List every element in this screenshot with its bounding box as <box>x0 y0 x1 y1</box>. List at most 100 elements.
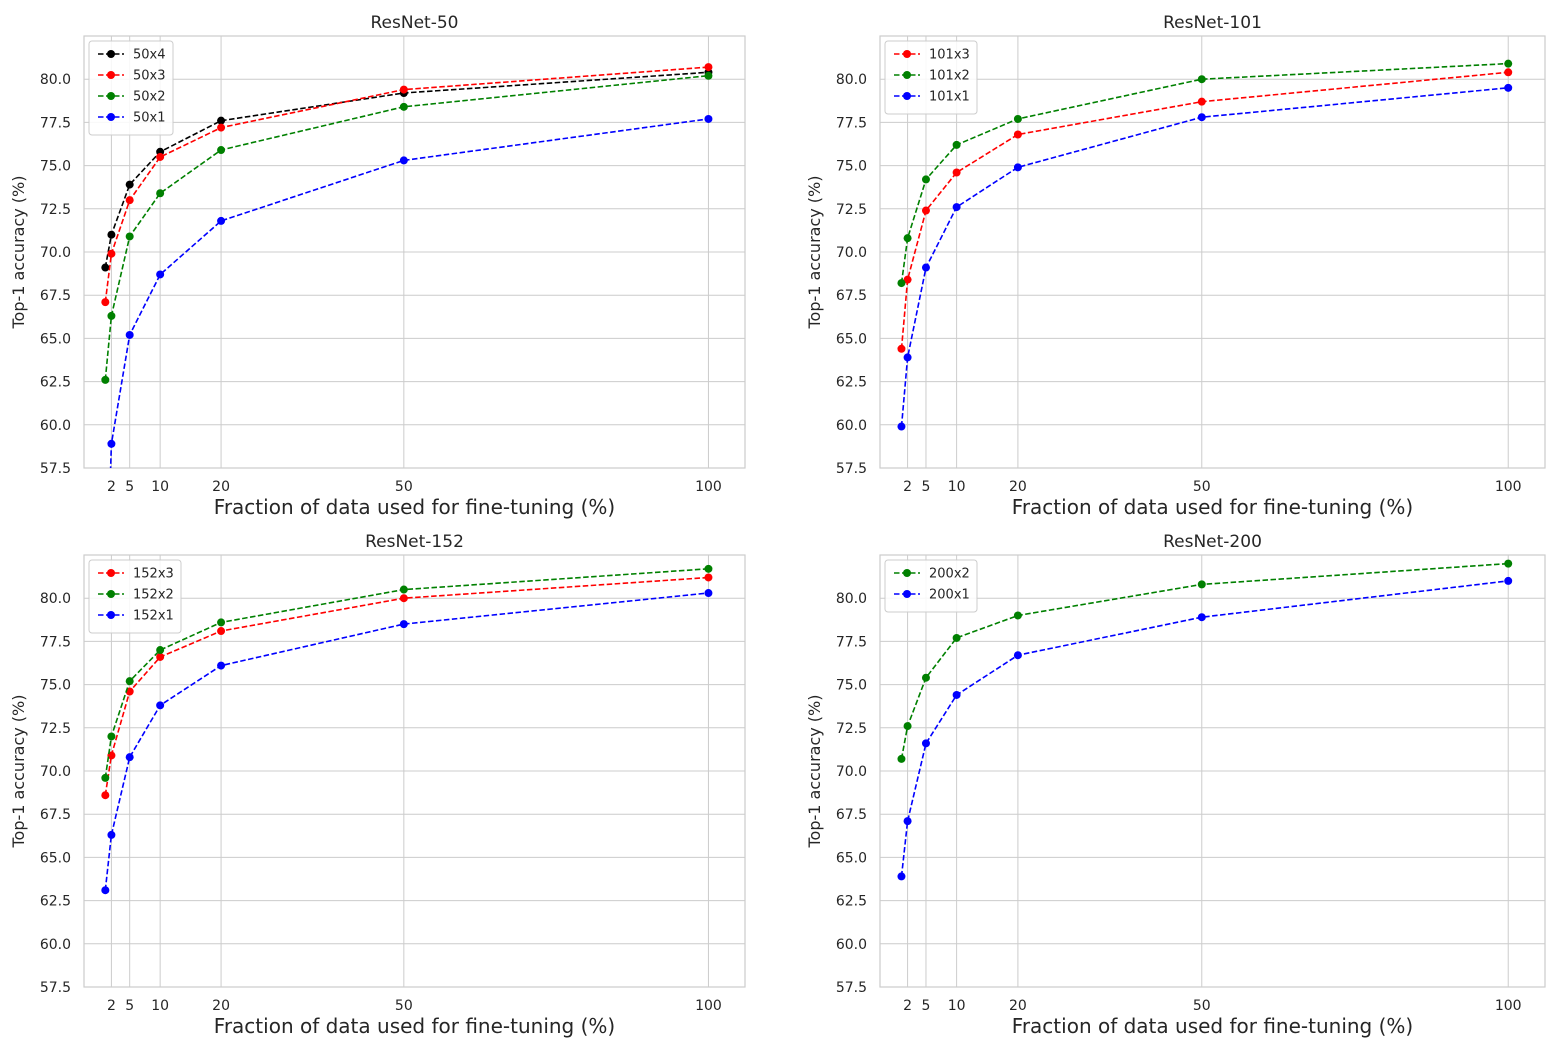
legend-box <box>88 40 174 136</box>
y-tick-label: 77.5 <box>836 115 867 131</box>
legend-marker-101x2 <box>903 71 911 79</box>
legend-marker-152x1 <box>107 611 115 619</box>
data-point-200x1 <box>897 872 906 881</box>
x-tick-label: 100 <box>695 479 722 495</box>
x-tick-label: 5 <box>922 998 931 1014</box>
chart-title: ResNet-152 <box>365 532 464 552</box>
data-point-101x2 <box>1013 114 1022 123</box>
data-point-101x2 <box>1197 75 1206 84</box>
legend-label-101x3: 101x3 <box>929 48 970 63</box>
data-point-101x3 <box>921 206 930 215</box>
legend-label-50x3: 50x3 <box>133 69 166 84</box>
x-axis-label: Fraction of data used for fine-tuning (%… <box>1012 495 1413 519</box>
data-point-152x1 <box>217 661 226 670</box>
y-tick-label: 70.0 <box>836 764 867 780</box>
y-tick-label: 75.0 <box>836 678 867 694</box>
data-point-101x3 <box>897 344 906 353</box>
y-tick-label: 72.5 <box>40 721 71 737</box>
legend-marker-152x3 <box>107 569 115 577</box>
data-point-101x2 <box>952 140 961 149</box>
data-point-50x3 <box>107 249 116 258</box>
data-point-101x1 <box>921 263 930 272</box>
legend-marker-200x1 <box>903 590 911 598</box>
x-tick-label: 20 <box>1009 479 1027 495</box>
y-tick-label: 75.0 <box>40 159 71 175</box>
legend-label-152x1: 152x1 <box>133 609 174 624</box>
data-point-50x1 <box>125 330 134 339</box>
x-tick-label: 2 <box>903 479 912 495</box>
y-tick-label: 70.0 <box>40 764 71 780</box>
x-tick-label: 10 <box>151 998 169 1014</box>
y-tick-label: 60.0 <box>836 937 867 953</box>
data-point-50x1 <box>156 270 165 279</box>
data-point-101x3 <box>1013 130 1022 139</box>
x-tick-label: 10 <box>948 479 966 495</box>
data-point-152x2 <box>217 618 226 627</box>
series-group <box>897 59 1513 431</box>
x-tick-label: 2 <box>107 479 116 495</box>
data-point-101x1 <box>897 422 906 431</box>
legend-label-50x2: 50x2 <box>133 90 166 105</box>
x-tick-label: 5 <box>922 479 931 495</box>
data-point-200x1 <box>921 739 930 748</box>
y-tick-label: 60.0 <box>40 937 71 953</box>
data-point-200x1 <box>1504 576 1513 585</box>
data-point-50x1 <box>107 439 116 448</box>
data-point-200x2 <box>903 722 912 731</box>
data-point-152x1 <box>107 830 116 839</box>
y-tick-label: 70.0 <box>40 245 71 261</box>
x-tick-label: 100 <box>695 998 722 1014</box>
y-tick-label: 65.0 <box>836 331 867 347</box>
data-point-50x4 <box>101 263 110 272</box>
axes-frame <box>83 35 746 469</box>
y-tick-label: 80.0 <box>40 72 71 88</box>
y-tick-label: 67.5 <box>836 807 867 823</box>
y-tick-label: 80.0 <box>836 591 867 607</box>
legend-marker-50x1 <box>107 113 115 121</box>
chart-title: ResNet-200 <box>1163 532 1262 552</box>
legend-marker-101x1 <box>903 92 911 100</box>
data-point-152x1 <box>101 886 110 895</box>
x-tick-label: 20 <box>212 479 230 495</box>
y-axis-label: Top-1 accuracy (%) <box>805 176 824 330</box>
y-tick-label: 62.5 <box>836 375 867 391</box>
y-tick-label: 72.5 <box>836 202 867 218</box>
data-point-50x3 <box>101 298 110 307</box>
y-tick-label: 72.5 <box>40 202 71 218</box>
data-point-101x2 <box>897 279 906 288</box>
x-tick-label: 5 <box>125 998 134 1014</box>
data-point-152x2 <box>101 773 110 782</box>
data-point-101x2 <box>921 175 930 184</box>
data-point-101x1 <box>952 203 961 212</box>
x-axis-label: Fraction of data used for fine-tuning (%… <box>214 495 615 519</box>
x-tick-label: 5 <box>125 479 134 495</box>
data-point-101x3 <box>1197 97 1206 106</box>
y-tick-label: 75.0 <box>40 678 71 694</box>
y-tick-label: 67.5 <box>40 288 71 304</box>
data-point-50x1 <box>217 216 226 225</box>
y-tick-label: 57.5 <box>836 980 867 996</box>
chart-panel-3: 57.5 60.0 62.5 65.0 67.5 70.0 72.5 75.0 77.5 80.0… <box>9 532 746 1038</box>
x-tick-label: 2 <box>107 998 116 1014</box>
series-group <box>897 559 1513 881</box>
legend-marker-50x3 <box>107 71 115 79</box>
data-point-101x1 <box>903 353 912 362</box>
legend-label-101x2: 101x2 <box>929 69 970 84</box>
legend-marker-50x4 <box>107 50 115 58</box>
data-point-101x2 <box>903 234 912 243</box>
x-axis-label: Fraction of data used for fine-tuning (%… <box>214 1014 615 1038</box>
data-point-152x3 <box>399 594 408 603</box>
x-tick-label: 100 <box>1495 479 1522 495</box>
y-tick-label: 60.0 <box>836 418 867 434</box>
data-point-50x1 <box>399 156 408 165</box>
data-point-152x3 <box>156 652 165 661</box>
x-tick-label: 50 <box>395 998 413 1014</box>
chart-title: ResNet-101 <box>1163 13 1262 33</box>
y-tick-label: 77.5 <box>836 634 867 650</box>
data-point-200x2 <box>921 673 930 682</box>
data-point-101x3 <box>952 168 961 177</box>
y-tick-label: 65.0 <box>40 331 71 347</box>
data-point-152x1 <box>125 753 134 762</box>
data-point-101x1 <box>1504 83 1513 92</box>
